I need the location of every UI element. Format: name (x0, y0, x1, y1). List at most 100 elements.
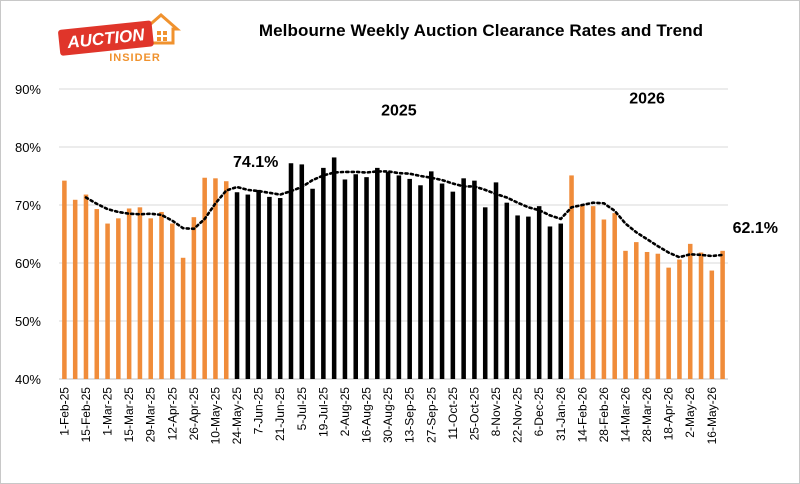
bar (612, 213, 617, 379)
value-callout: 74.1% (233, 154, 278, 171)
bar (159, 211, 164, 379)
annotations: 74.1% 62.1% 2025 2026 (233, 91, 778, 237)
logo-sub: INSIDER (109, 52, 161, 64)
bar (267, 196, 272, 379)
bar (353, 174, 358, 379)
bars (62, 157, 725, 379)
bar (666, 267, 671, 379)
bar (450, 191, 456, 379)
x-tick-label: 1-Mar-25 (101, 387, 115, 436)
bar (213, 178, 218, 379)
x-tick-label: 29-Mar-25 (144, 387, 158, 443)
bar (558, 223, 564, 379)
x-tick-label: 2-May-26 (683, 387, 697, 438)
x-tick-label: 13-Sep-25 (403, 387, 417, 443)
x-tick-label: 18-Apr-26 (662, 387, 676, 441)
bar (536, 206, 542, 379)
x-tick-label: 12-Apr-25 (165, 387, 179, 441)
bar (288, 163, 294, 379)
x-tick-label: 15-Feb-25 (79, 387, 93, 443)
bar (396, 175, 402, 379)
bar (461, 178, 466, 379)
x-tick-label: 7-Jun-25 (252, 387, 266, 435)
x-tick-label: 6-Dec-25 (532, 387, 546, 437)
bar (72, 199, 78, 379)
bar (385, 171, 391, 379)
x-tick-label: 5-Jul-25 (295, 387, 309, 431)
bar (407, 178, 412, 379)
bar (493, 182, 499, 379)
bar (126, 208, 132, 379)
bar (547, 226, 553, 379)
bar (62, 180, 67, 379)
chart-title: Melbourne Weekly Auction Clearance Rates… (258, 21, 704, 40)
x-tick-label: 14-Mar-26 (618, 387, 632, 443)
x-tick-label: 16-Aug-25 (360, 387, 374, 443)
bar (116, 218, 121, 379)
bar (137, 207, 143, 379)
bar (709, 270, 715, 379)
bar (601, 219, 607, 379)
x-tick-label: 27-Sep-25 (424, 387, 438, 443)
bar (439, 183, 445, 379)
bar (105, 223, 110, 379)
x-tick-label: 28-Feb-26 (597, 387, 611, 443)
trend (84, 170, 724, 259)
bar (698, 252, 704, 379)
bar (580, 205, 585, 379)
y-tick-label: 40% (15, 372, 41, 387)
x-tick-label: 8-Nov-25 (489, 387, 503, 437)
bar (634, 242, 639, 379)
bar (569, 175, 574, 379)
y-tick-label: 80% (15, 140, 41, 155)
bar (310, 188, 315, 379)
bar (375, 167, 380, 379)
bar (256, 189, 261, 379)
bar (170, 223, 175, 379)
bar (590, 206, 596, 379)
x-tick-label: 16-May-26 (705, 387, 719, 445)
x-tick-label: 21-Jun-25 (273, 387, 287, 441)
x-tick-label: 10-May-25 (208, 387, 222, 445)
y-axis-ticks: 40% 50% 60% 70% 80% 90% (15, 82, 41, 387)
bar (482, 207, 488, 379)
bar (223, 181, 229, 379)
bar (623, 250, 628, 379)
bar (202, 177, 207, 379)
bar (331, 157, 337, 379)
x-tick-label: 22-Nov-25 (511, 387, 525, 443)
bar (472, 180, 477, 379)
bar (655, 253, 661, 379)
x-tick-label: 11-Oct-25 (446, 387, 460, 440)
x-tick-label: 2-Aug-25 (338, 387, 352, 437)
x-tick-label: 31-Jan-26 (554, 387, 568, 441)
year-label: 2026 (629, 91, 665, 108)
bar (94, 209, 100, 379)
bar (299, 164, 305, 379)
bar (83, 194, 89, 379)
x-tick-label: 14-Feb-26 (575, 387, 589, 443)
x-tick-label: 24-May-25 (230, 387, 244, 445)
bar (526, 216, 531, 379)
bar (687, 243, 693, 379)
trend-line (84, 170, 724, 259)
bar (504, 202, 510, 379)
bar (677, 259, 682, 379)
bar (245, 194, 251, 379)
logo-banner: AUCTION (58, 20, 154, 56)
x-tick-label: 25-Oct-25 (467, 387, 481, 441)
y-tick-label: 50% (15, 314, 41, 329)
auction-insider-logo: AUCTION INSIDER (58, 13, 181, 64)
bar (342, 179, 348, 379)
bar (180, 257, 186, 379)
value-callout: 62.1% (733, 220, 778, 237)
y-tick-label: 60% (15, 256, 41, 271)
x-tick-label: 1-Feb-25 (57, 387, 71, 436)
x-tick-label: 26-Apr-25 (187, 387, 201, 441)
x-tick-label: 15-Mar-25 (122, 387, 136, 443)
bar (321, 167, 326, 379)
bar (720, 250, 725, 379)
bar (191, 217, 197, 379)
